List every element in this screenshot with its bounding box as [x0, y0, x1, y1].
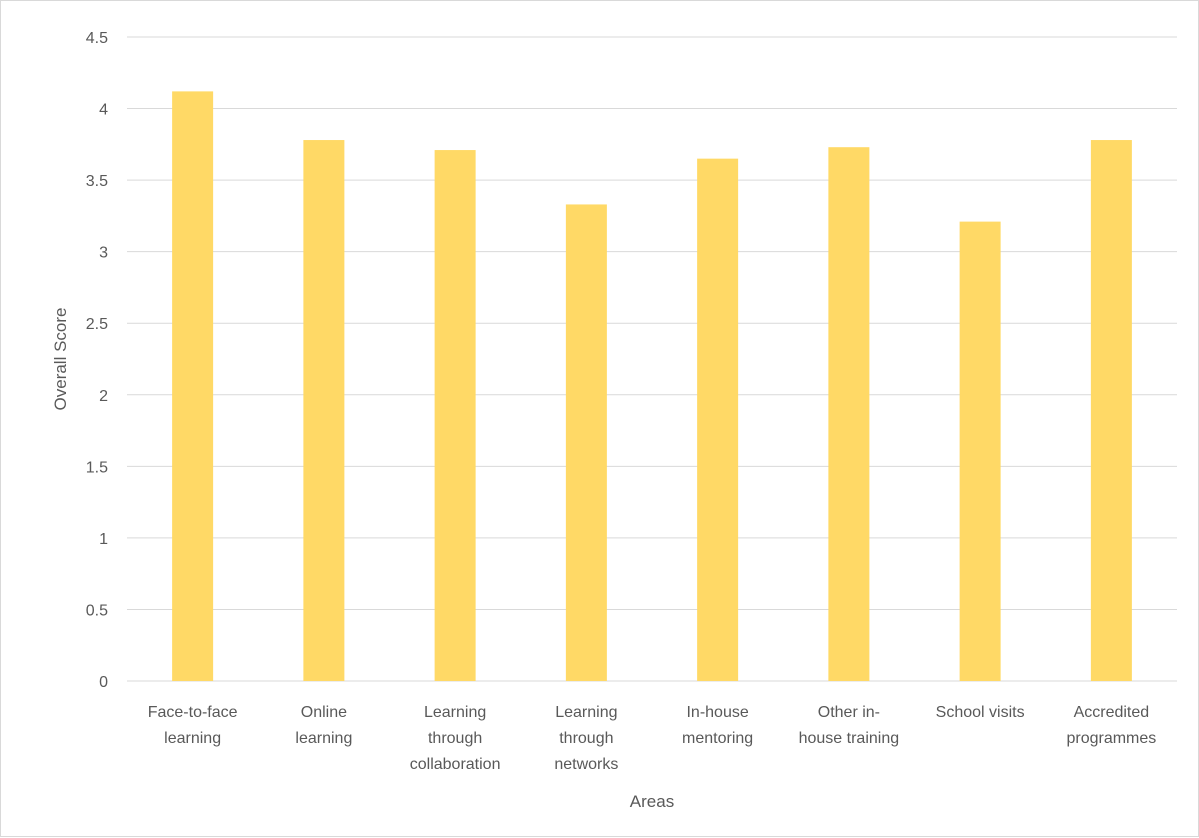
bar [959, 221, 1001, 681]
x-tick-label-line: through [559, 730, 613, 747]
y-axis-title: Overall Score [51, 308, 70, 411]
y-tick-label: 3 [99, 245, 108, 262]
x-tick-label: Online learning [295, 704, 352, 747]
x-tick-label: In-house mentoring [682, 704, 753, 747]
bars [172, 91, 1132, 682]
x-tick-label-line: mentoring [682, 730, 753, 747]
y-tick-label: 2.5 [86, 316, 108, 333]
bar [303, 140, 345, 682]
x-tick-label-line: programmes [1066, 730, 1156, 747]
bar [828, 147, 870, 681]
bar [697, 158, 739, 682]
x-axis-title: Areas [630, 792, 674, 811]
bar [1090, 140, 1132, 682]
bar [565, 204, 607, 681]
x-tick-label-line: In-house [686, 704, 748, 721]
gridlines [127, 36, 1177, 682]
x-tick-labels: Face-to-face learning Online learning Learni… [148, 704, 1157, 773]
x-tick-label-line: through [428, 730, 482, 747]
y-tick-labels: 0 0.5 1 1.5 2 2.5 3 3.5 4 4.5 [86, 30, 108, 691]
y-tick-label: 1.5 [86, 459, 108, 476]
x-tick-label: Face-to-face learning [148, 704, 238, 747]
x-tick-label-line: Online [301, 704, 347, 721]
y-tick-label: 2 [99, 388, 108, 405]
x-tick-label-line: learning [164, 730, 221, 747]
x-tick-label-line: Learning [424, 704, 486, 721]
y-tick-label: 4 [99, 102, 108, 119]
bar [434, 150, 476, 681]
y-tick-label: 0.5 [86, 602, 108, 619]
x-tick-label-line: networks [554, 756, 618, 773]
y-tick-label: 3.5 [86, 173, 108, 190]
x-tick-label: Learning through collaboration [410, 704, 501, 773]
x-tick-label-line: collaboration [410, 756, 501, 773]
x-tick-label-line: Face-to-face [148, 704, 238, 721]
x-tick-label-line: learning [295, 730, 352, 747]
x-tick-label: School visits [936, 704, 1025, 721]
y-tick-label: 4.5 [86, 30, 108, 47]
x-tick-label: Learning through networks [554, 704, 618, 773]
x-tick-label: Accredited programmes [1066, 704, 1156, 747]
x-tick-label-line: house training [799, 730, 900, 747]
x-tick-label-line: Accredited [1074, 704, 1150, 721]
bar [172, 91, 214, 682]
x-tick-label-line: School visits [936, 704, 1025, 721]
x-tick-label: Other in-house training [799, 704, 900, 747]
x-tick-label-line: Learning [555, 704, 617, 721]
y-tick-label: 0 [99, 674, 108, 691]
x-tick-label-line: Other in- [818, 704, 880, 721]
y-tick-label: 1 [99, 531, 108, 548]
